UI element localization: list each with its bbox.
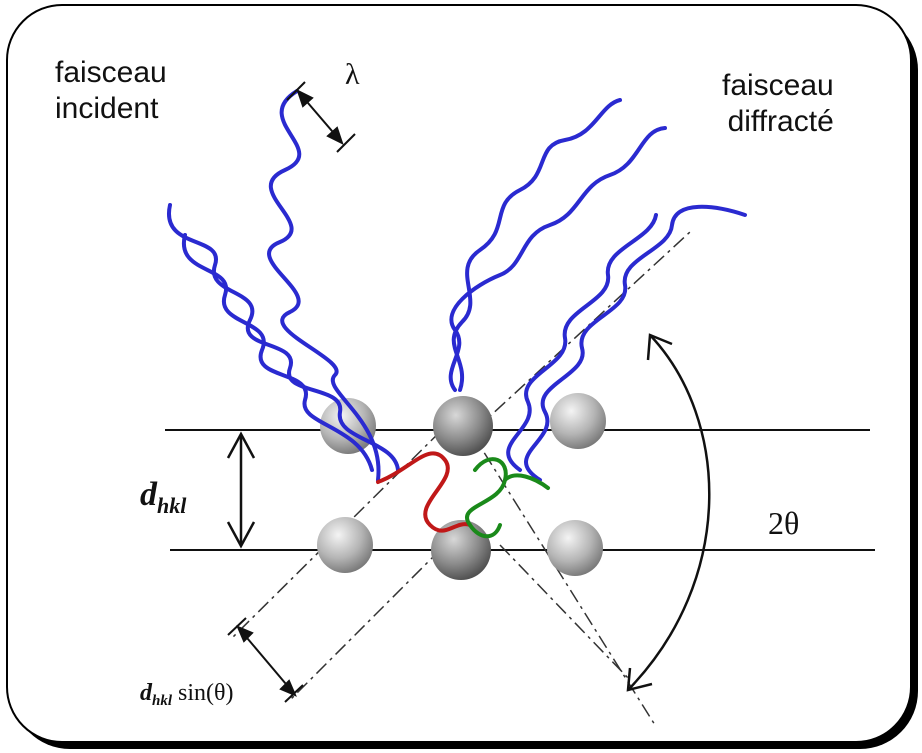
two-theta-arrowhead-top: [646, 333, 673, 361]
incident-wave-1: [267, 89, 381, 482]
construction-line-4: [469, 429, 656, 726]
diffracted-wave-4: [506, 213, 658, 472]
atom: [317, 517, 373, 573]
diffracted-label-line1: faisceau: [722, 69, 834, 102]
diffracted-wave-3: [524, 204, 747, 482]
diffracted-wave-2: [448, 126, 667, 392]
atom: [431, 520, 491, 580]
two-theta-arrowhead-bottom: [626, 667, 653, 692]
path-d: d: [140, 680, 152, 706]
path-subscript: hkl: [152, 693, 173, 709]
wavelength-label: λ: [345, 58, 360, 91]
dhkl-d: d: [140, 476, 157, 513]
wavelength-arrow: [301, 95, 339, 139]
incident-wave-3: [181, 233, 374, 472]
incident-label-line1: faisceau: [55, 56, 167, 89]
diffracted-wave-1: [451, 98, 622, 392]
incident-wave-2: [166, 203, 400, 472]
dhkl-subscript: hkl: [157, 493, 187, 518]
incident-beam-label: faisceau incident: [55, 55, 167, 127]
atom: [550, 393, 606, 449]
wavelength-tick-2: [336, 133, 356, 153]
path-difference-red: [376, 451, 472, 533]
wavelength-arrowhead-2: [326, 126, 344, 145]
path-difference-green: [465, 457, 550, 539]
dhkl-arrowhead-top: [226, 431, 256, 459]
incident-label-line2: incident: [55, 92, 159, 125]
path-length-arrowhead-2: [279, 679, 297, 697]
dhkl-arrowhead-bottom: [226, 521, 256, 549]
path-length-arrow: [241, 631, 292, 691]
two-theta-arc: [627, 334, 711, 691]
diffracted-beam-label: faisceau diffracté: [722, 68, 834, 140]
diffracted-label-line2: diffracté: [727, 105, 834, 138]
construction-line-2: [289, 529, 461, 701]
construction-line-5: [499, 544, 631, 681]
atom: [547, 520, 603, 576]
wavelength-tick-1: [286, 81, 306, 101]
wavelength-arrowhead-1: [296, 89, 314, 108]
two-theta-label: 2θ: [768, 505, 800, 541]
atom: [433, 396, 493, 456]
path-length-arrowhead-1: [236, 625, 254, 643]
path-expression: sin(θ): [178, 680, 234, 706]
path-length-label: dhkl sin(θ): [140, 680, 234, 709]
construction-line-3: [474, 231, 691, 431]
dhkl-label: dhkl: [140, 476, 186, 518]
diagram-frame: [6, 4, 912, 743]
